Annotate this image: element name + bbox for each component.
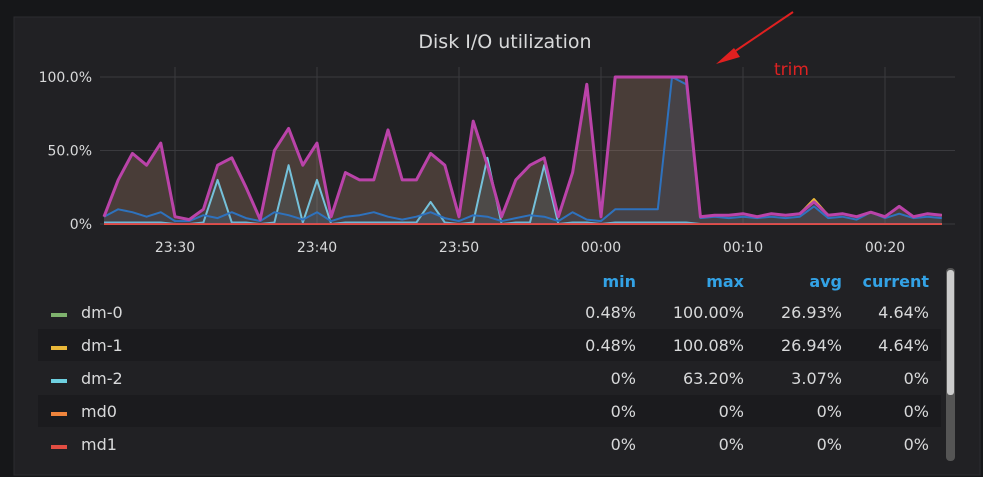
legend-swatch (51, 379, 67, 383)
arrow (724, 11, 794, 59)
series-line (102, 75, 942, 222)
legend-row-bg (38, 329, 941, 361)
annotation: trim (774, 60, 809, 80)
legend-stat: 3.07% (791, 369, 842, 388)
area (104, 77, 942, 224)
legend-stat: 0.48% (585, 336, 636, 355)
x-tick-label: 23:50 (439, 240, 479, 256)
legend-label: dm-0 (81, 303, 123, 322)
legend-stat: 100.08% (673, 336, 744, 355)
legend-stat: 26.94% (781, 336, 842, 355)
legend-stat: 4.64% (878, 336, 929, 355)
legend-stat: 0% (611, 402, 636, 421)
arrow-head (716, 48, 740, 64)
legend-stat: 0% (904, 435, 929, 454)
legend-stat: 26.93% (781, 303, 842, 322)
series-line (103, 76, 942, 223)
x-tick-label: 00:20 (865, 240, 905, 256)
legend-swatch (51, 445, 67, 449)
legend-row-bg (38, 395, 941, 427)
legend-stat: 0.48% (585, 303, 636, 322)
legend-header: current (862, 272, 929, 291)
legend-stat: 0% (719, 402, 744, 421)
legend-header: avg (809, 272, 842, 291)
x-tick-label: 00:00 (581, 240, 621, 256)
scrollbar-thumb[interactable] (947, 270, 954, 395)
legend-stat: 4.64% (878, 303, 929, 322)
legend-stat: 0% (904, 369, 929, 388)
legend-label: md1 (81, 435, 117, 454)
x-tick-label: 23:40 (297, 240, 337, 256)
legend-swatch (51, 412, 67, 416)
y-tick-label: 50.0% (48, 144, 92, 160)
legend-stat: 0% (904, 402, 929, 421)
legend-stat: 100.00% (673, 303, 744, 322)
x-tick-label: 00:10 (723, 240, 763, 256)
legend-header: max (706, 272, 744, 291)
chart-title: Disk I/O utilization (418, 31, 591, 53)
legend-stat: 63.20% (683, 369, 744, 388)
legend-label: md0 (81, 402, 117, 421)
area (104, 157, 942, 224)
legend-stat: 0% (817, 402, 842, 421)
plot (102, 75, 942, 225)
legend-stat: 0% (611, 369, 636, 388)
legend-stat: 0% (817, 435, 842, 454)
legend-stat: 0% (719, 435, 744, 454)
x-tick-label: 23:30 (155, 240, 195, 256)
legend-swatch (51, 346, 67, 350)
legend-header: min (602, 272, 636, 291)
area (104, 77, 942, 224)
legend-stat: 0% (611, 435, 636, 454)
legend-label: dm-1 (81, 336, 123, 355)
area (104, 77, 942, 224)
legend-swatch (51, 313, 67, 317)
legend-label: dm-2 (81, 369, 123, 388)
y-tick-label: 0% (70, 217, 92, 233)
legend: min max avg current dm-0 0.48% 100.00% 26.93% 4.… (38, 272, 941, 454)
grid: 0% 50.0% 100.0% 23:30 23:40 23:50 00:00 00:10 00… (39, 67, 955, 256)
y-tick-label: 100.0% (39, 70, 92, 86)
